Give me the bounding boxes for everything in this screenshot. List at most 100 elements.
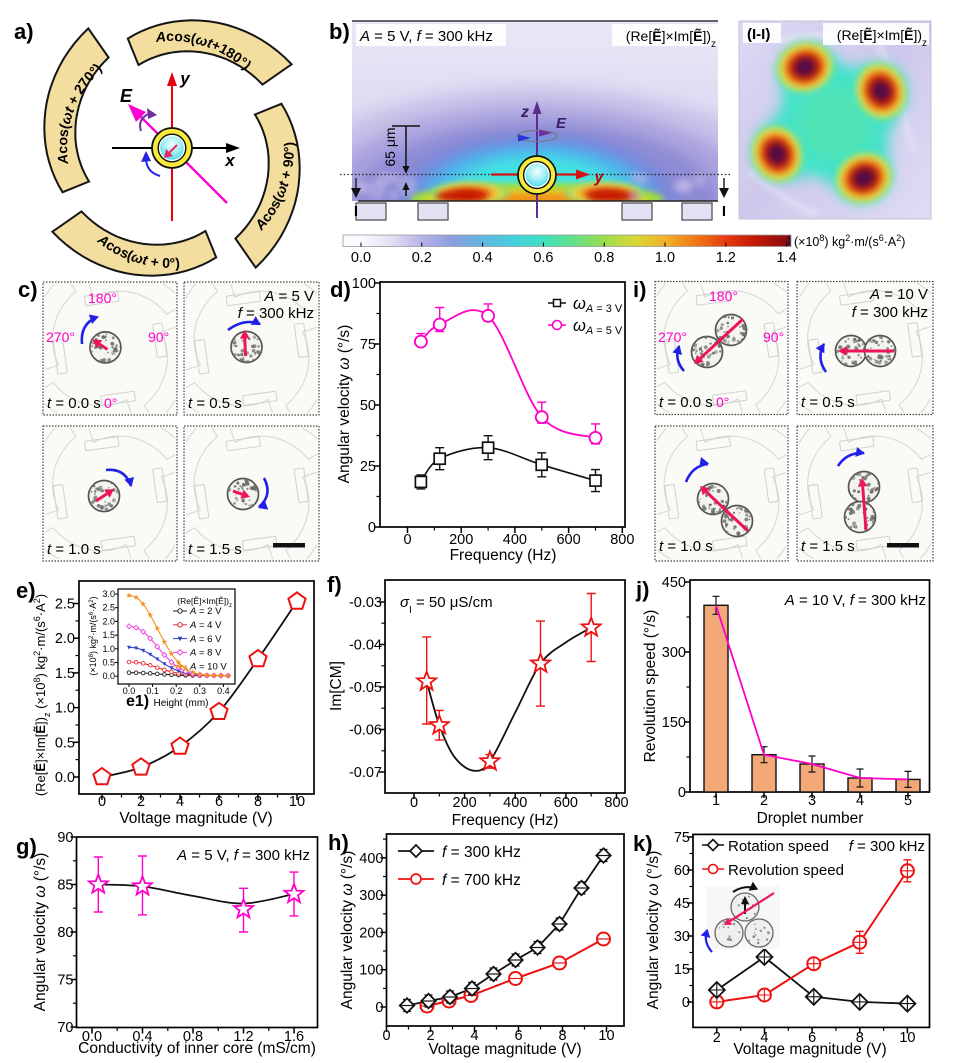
svg-text:90: 90 [57,830,73,846]
svg-text:Voltage magnitude (V): Voltage magnitude (V) [428,1041,581,1058]
svg-text:75: 75 [57,973,73,989]
svg-text:6: 6 [215,794,223,810]
svg-text:f = 700 kHz: f = 700 kHz [442,872,521,889]
svg-text:t = 1.0 s: t = 1.0 s [659,538,713,555]
svg-text:f = 300 kHz: f = 300 kHz [849,838,925,855]
svg-text:Rotation speed: Rotation speed [728,838,829,855]
svg-text:c): c) [18,277,38,302]
svg-text:65 μm: 65 μm [382,127,398,166]
svg-text:0.2: 0.2 [170,686,183,696]
svg-text:Revolution speed: Revolution speed [728,862,844,879]
svg-text:450: 450 [662,575,686,591]
svg-text:1.0: 1.0 [655,250,675,266]
svg-text:t = 0.5 s: t = 0.5 s [801,394,855,411]
svg-text:1.0: 1.0 [55,701,75,717]
svg-text:0.2: 0.2 [412,250,432,266]
svg-text:200: 200 [453,795,477,811]
svg-text:10: 10 [289,794,305,810]
svg-text:8: 8 [254,794,262,810]
svg-text:f): f) [327,572,342,597]
svg-text:A = 5 V, f = 300 kHz: A = 5 V, f = 300 kHz [176,847,310,864]
svg-text:45: 45 [674,896,690,912]
svg-text:50: 50 [360,398,376,414]
svg-text:0.1: 0.1 [146,686,159,696]
svg-text:25: 25 [360,459,376,475]
svg-text:0.5: 0.5 [102,658,115,668]
svg-text:60: 60 [674,863,690,879]
svg-text:75: 75 [674,830,690,846]
svg-text:Height (mm): Height (mm) [153,698,208,709]
svg-text:400: 400 [503,795,527,811]
svg-text:e1): e1) [126,693,149,710]
svg-text:f = 300 kHz: f = 300 kHz [852,304,928,321]
svg-text:z: z [520,104,529,121]
svg-text:0: 0 [410,795,418,811]
svg-text:(×108) kg2·m/(s6·A2): (×108) kg2·m/(s6·A2) [88,596,98,675]
svg-text:Angular velocity ω (°/s): Angular velocity ω (°/s) [645,851,662,1010]
svg-text:600: 600 [554,795,578,811]
svg-text:4: 4 [470,1028,478,1044]
svg-text:f = 300 kHz: f = 300 kHz [442,844,521,861]
svg-text:(Re[Ẽ]×Im[Ẽ])z: (Re[Ẽ]×Im[Ẽ])z [837,26,927,49]
svg-text:0°: 0° [104,395,117,411]
svg-text:A = 5 V, f = 300 kHz: A = 5 V, f = 300 kHz [359,28,493,45]
svg-text:0: 0 [98,794,106,810]
svg-text:100: 100 [359,963,383,979]
svg-text:(Re[Ẽ]×Im[Ẽ])z: (Re[Ẽ]×Im[Ẽ])z [626,27,716,50]
svg-text:Angular velocity ω (°/s): Angular velocity ω (°/s) [32,853,49,1012]
svg-text:2.5: 2.5 [102,603,115,613]
svg-text:800: 800 [604,795,628,811]
svg-text:300: 300 [359,888,383,904]
svg-text:e): e) [16,578,36,603]
svg-text:0.6: 0.6 [533,250,553,266]
svg-text:90°: 90° [148,329,169,345]
svg-text:Frequency (Hz): Frequency (Hz) [450,547,557,564]
svg-text:ωA = 3 V: ωA = 3 V [573,295,623,315]
svg-text:2: 2 [426,1028,434,1044]
svg-text:0.0: 0.0 [351,250,371,266]
svg-text:h): h) [328,830,349,855]
svg-text:0: 0 [368,520,376,536]
svg-text:4: 4 [856,793,864,809]
svg-text:85: 85 [57,878,73,894]
svg-text:t = 1.5 s: t = 1.5 s [801,538,855,555]
svg-text:4: 4 [760,1030,768,1046]
svg-text:E: E [120,86,133,106]
svg-text:-0.07: -0.07 [349,765,382,781]
svg-text:A = 10 V: A = 10 V [869,286,928,303]
svg-text:d): d) [330,277,351,302]
svg-text:0.3: 0.3 [194,686,207,696]
svg-text:1.5: 1.5 [102,630,115,640]
svg-text:Droplet number: Droplet number [757,810,864,827]
svg-text:f = 300 kHz: f = 300 kHz [238,305,314,322]
svg-text:270°: 270° [658,329,687,345]
svg-text:6: 6 [808,1030,816,1046]
svg-text:1.0: 1.0 [102,644,115,654]
svg-text:(Re[Ẽ]×Im[Ẽ])z: (Re[Ẽ]×Im[Ẽ])z [177,596,232,609]
svg-text:10: 10 [598,1028,614,1044]
svg-text:b): b) [329,19,350,44]
svg-text:4: 4 [176,794,184,810]
svg-text:Conductivity of inner core (mS: Conductivity of inner core (mS/cm) [78,1040,316,1057]
svg-text:800: 800 [610,532,634,548]
svg-text:3: 3 [808,793,816,809]
svg-text:Frequency (Hz): Frequency (Hz) [452,812,559,829]
svg-text:1: 1 [712,793,720,809]
svg-text:200: 200 [449,532,473,548]
svg-text:k): k) [633,831,653,856]
svg-text:1.5: 1.5 [55,666,75,682]
svg-text:0.8: 0.8 [594,250,614,266]
svg-text:t = 1.0 s: t = 1.0 s [47,541,101,558]
svg-text:0.0: 0.0 [55,770,75,786]
svg-text:270°: 270° [46,329,75,345]
svg-text:75: 75 [360,337,376,353]
svg-text:3.0: 3.0 [102,589,115,599]
svg-text:100: 100 [352,276,376,292]
svg-text:t = 1.5 s: t = 1.5 s [188,541,242,558]
svg-text:A = 6 V: A = 6 V [189,634,222,645]
svg-text:180°: 180° [88,290,117,306]
svg-text:t = 0.0 s: t = 0.0 s [47,395,101,412]
svg-text:E: E [556,115,567,132]
svg-text:1.6: 1.6 [284,1029,304,1045]
svg-text:400: 400 [359,851,383,867]
